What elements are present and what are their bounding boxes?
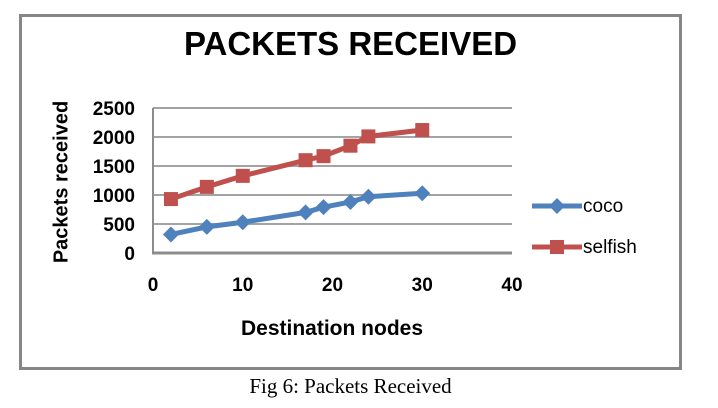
chart-title: PACKETS RECEIVED [183, 25, 518, 62]
selfish-marker-square-icon [298, 153, 313, 168]
y-tick-label-500: 500 [103, 215, 135, 236]
selfish-legend-square-icon [532, 240, 582, 254]
legend-item-selfish: selfish [532, 235, 637, 259]
coco-marker-diamond-icon [549, 198, 565, 214]
legend: coco selfish [532, 194, 637, 259]
selfish-marker-square-icon [199, 179, 214, 194]
coco-marker-diamond-icon [234, 214, 251, 231]
selfish-marker-square-icon [415, 123, 430, 138]
selfish-marker-square-icon [316, 149, 331, 164]
plot-area: 0 500 1000 1500 2000 2500 0 10 20 30 40 [93, 99, 523, 296]
coco-marker-diamond-icon [342, 193, 359, 210]
chart-frame: PACKETS RECEIVED Packets received 0 500 10… [19, 14, 682, 370]
legend-item-coco: coco [532, 194, 637, 218]
coco-marker-diamond-icon [162, 226, 179, 243]
legend-label-selfish: selfish [583, 236, 637, 258]
selfish-marker-square-icon [361, 129, 376, 144]
coco-marker-diamond-icon [198, 218, 215, 235]
x-tick-label-20: 20 [322, 275, 343, 296]
x-tick-label-10: 10 [232, 275, 253, 296]
y-tick-label-2500: 2500 [93, 99, 135, 120]
x-tick-label-0: 0 [148, 275, 159, 296]
x-tick-label-40: 40 [501, 275, 522, 296]
y-tick-label-0: 0 [124, 244, 135, 265]
coco-marker-diamond-icon [315, 199, 332, 216]
selfish-marker-square-icon [163, 192, 178, 207]
y-tick-label-2000: 2000 [93, 128, 135, 149]
y-tick-label-1000: 1000 [93, 186, 135, 207]
selfish-marker-square-icon [550, 240, 564, 254]
coco-marker-diamond-icon [360, 188, 377, 205]
legend-label-coco: coco [583, 195, 624, 217]
x-tick-label-30: 30 [412, 275, 433, 296]
coco-marker-diamond-icon [297, 204, 314, 221]
coco-legend-diamond-icon [532, 198, 582, 214]
x-axis-title: Destination nodes [240, 317, 424, 340]
figure-caption: Fig 6: Packets Received [249, 374, 452, 398]
y-tick-label-1500: 1500 [93, 157, 135, 178]
coco-marker-diamond-icon [414, 185, 431, 202]
selfish-marker-square-icon [235, 168, 250, 183]
selfish-marker-square-icon [343, 138, 358, 153]
